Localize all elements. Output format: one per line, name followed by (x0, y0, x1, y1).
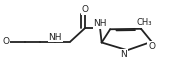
Text: O: O (148, 42, 155, 51)
Text: NH: NH (48, 32, 62, 42)
Text: O: O (81, 5, 88, 14)
Text: O: O (2, 37, 9, 46)
Text: N: N (121, 50, 127, 59)
Text: CH₃: CH₃ (136, 18, 152, 27)
Text: NH: NH (93, 19, 107, 28)
